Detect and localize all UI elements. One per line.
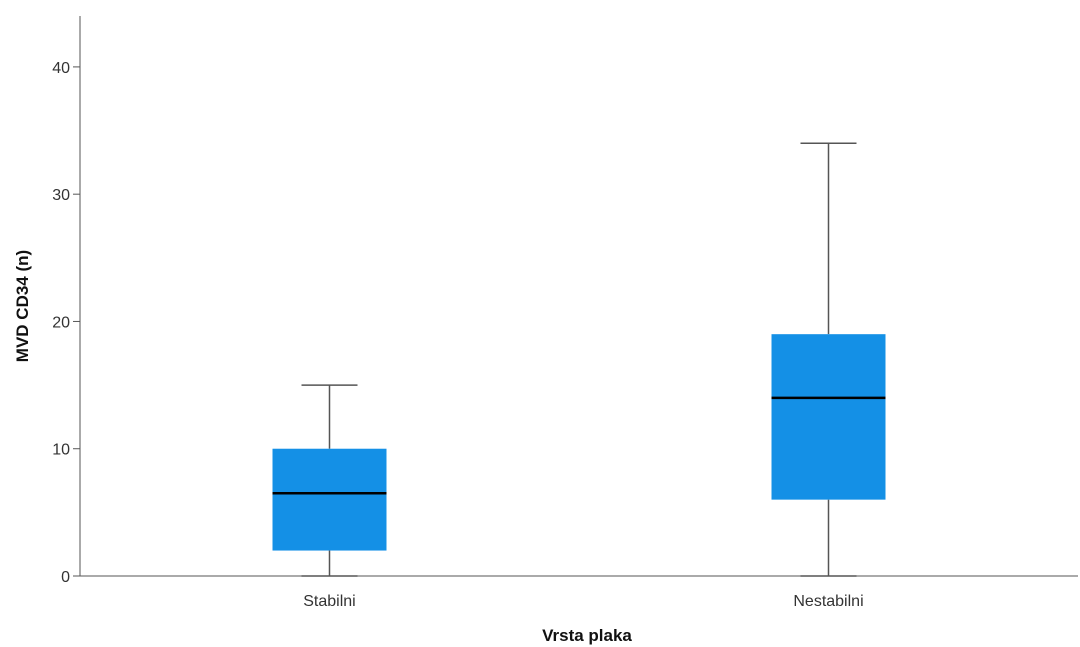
y-tick-label: 30 [52, 187, 70, 204]
y-axis-ticks: 0 10 20 30 40 [52, 60, 80, 586]
y-tick-label: 0 [61, 569, 70, 586]
iqr-box [272, 448, 387, 551]
box-stabilni [272, 384, 387, 577]
y-tick-label: 40 [52, 60, 70, 77]
iqr-box [771, 334, 886, 500]
plot-area [272, 142, 886, 577]
x-tick-label: Stabilni [303, 593, 355, 610]
y-tick-label: 20 [52, 314, 70, 331]
y-tick-label: 10 [52, 442, 70, 459]
x-axis-ticks: Stabilni Nestabilni [303, 593, 863, 610]
y-axis-title: MVD CD34 (n) [13, 250, 32, 362]
x-tick-label: Nestabilni [793, 593, 863, 610]
box-nestabilni [771, 142, 886, 577]
x-axis-title: Vrsta plaka [542, 626, 632, 645]
